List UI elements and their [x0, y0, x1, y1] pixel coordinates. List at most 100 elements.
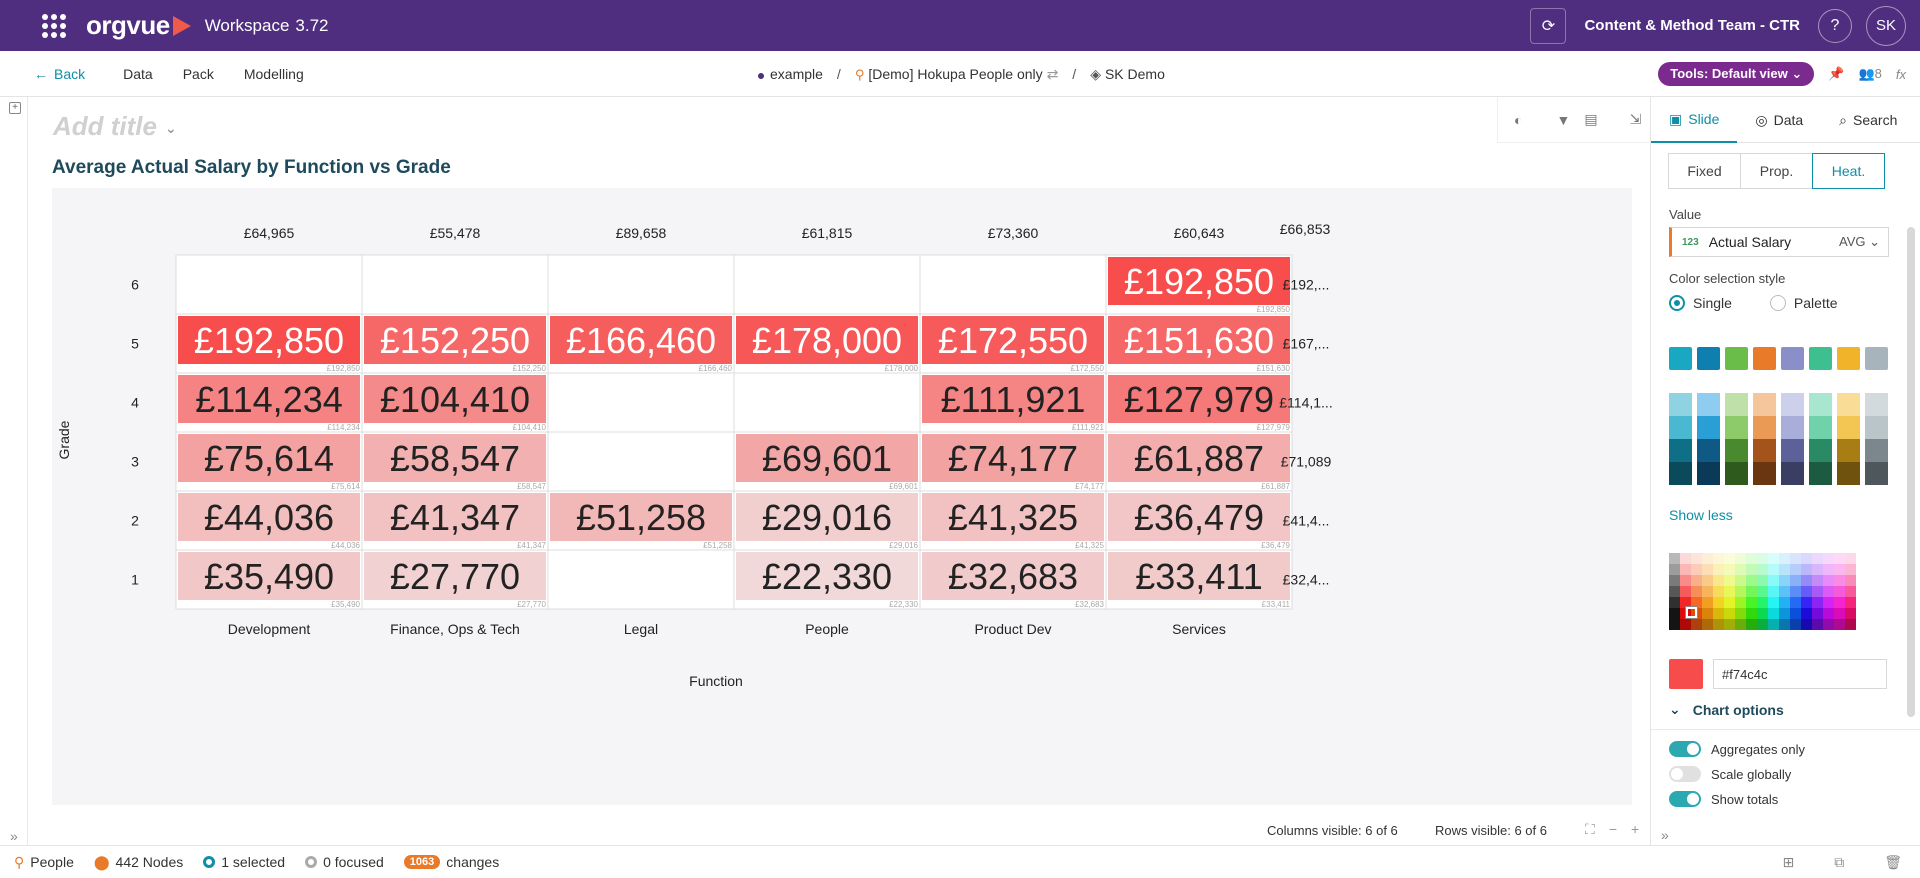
team-name[interactable]: Content & Method Team - CTR	[1584, 17, 1800, 34]
spectrum-cell[interactable]	[1845, 586, 1856, 597]
chevron-down-icon[interactable]: ⌄	[165, 119, 177, 136]
shade-swatch[interactable]	[1669, 439, 1692, 462]
spectrum-cell[interactable]	[1834, 575, 1845, 586]
spectrum-cell[interactable]	[1724, 619, 1735, 630]
spectrum-cell[interactable]	[1768, 619, 1779, 630]
zoom-in-icon[interactable]: +	[1631, 821, 1640, 837]
shade-swatch[interactable]	[1781, 462, 1804, 485]
spectrum-cell[interactable]	[1801, 553, 1812, 564]
app-grid-icon[interactable]	[42, 13, 66, 38]
spectrum-cell[interactable]	[1801, 608, 1812, 619]
spectrum-cell[interactable]	[1768, 575, 1779, 586]
spectrum-cell[interactable]	[1812, 586, 1823, 597]
shade-swatch[interactable]	[1697, 439, 1720, 462]
spectrum-cell[interactable]	[1812, 564, 1823, 575]
spectrum-cell[interactable]	[1823, 575, 1834, 586]
shade-swatch[interactable]	[1753, 462, 1776, 485]
spectrum-cell[interactable]	[1845, 575, 1856, 586]
spectrum-cell[interactable]	[1680, 564, 1691, 575]
comment-icon[interactable]: ▤	[1584, 111, 1598, 127]
shade-swatch[interactable]	[1697, 393, 1720, 416]
spectrum-cell[interactable]	[1680, 575, 1691, 586]
spectrum-cell[interactable]	[1790, 564, 1801, 575]
spectrum-cell[interactable]	[1845, 564, 1856, 575]
spectrum-cell[interactable]	[1669, 586, 1680, 597]
scale-fixed-button[interactable]: Fixed	[1668, 153, 1741, 189]
spectrum-cell[interactable]	[1680, 553, 1691, 564]
spectrum-cell[interactable]	[1790, 619, 1801, 630]
shade-swatch[interactable]	[1809, 393, 1832, 416]
spectrum-cell[interactable]	[1823, 586, 1834, 597]
shade-swatch[interactable]	[1669, 393, 1692, 416]
spectrum-cell[interactable]	[1801, 575, 1812, 586]
user-avatar[interactable]: SK	[1866, 5, 1906, 46]
shade-swatch[interactable]	[1753, 416, 1776, 439]
spectrum-cell[interactable]	[1691, 553, 1702, 564]
selected-color-swatch[interactable]	[1669, 659, 1703, 689]
spectrum-cell[interactable]	[1669, 553, 1680, 564]
shade-swatch[interactable]	[1865, 462, 1888, 485]
spectrum-cell[interactable]	[1790, 597, 1801, 608]
shade-swatch[interactable]	[1725, 462, 1748, 485]
spectrum-cell[interactable]	[1735, 597, 1746, 608]
color-swatch[interactable]	[1809, 347, 1832, 370]
spectrum-cell[interactable]	[1790, 553, 1801, 564]
palette-icon[interactable]: ◐	[1514, 111, 1523, 128]
back-button[interactable]: ← Back	[34, 65, 86, 82]
shade-swatch[interactable]	[1725, 439, 1748, 462]
expand-left-icon[interactable]: »	[10, 828, 18, 844]
spectrum-cell[interactable]	[1823, 564, 1834, 575]
status-people[interactable]: ⚲ People	[14, 853, 74, 871]
spectrum-cell[interactable]	[1812, 553, 1823, 564]
spectrum-cell[interactable]	[1680, 608, 1691, 619]
nav-modelling[interactable]: Modelling	[243, 65, 304, 82]
color-swatch[interactable]	[1781, 347, 1804, 370]
spectrum-cell[interactable]	[1746, 586, 1757, 597]
radio-single[interactable]	[1669, 295, 1685, 311]
spectrum-cell[interactable]	[1845, 619, 1856, 630]
radio-palette[interactable]	[1769, 295, 1786, 311]
spectrum-cell[interactable]	[1757, 564, 1768, 575]
spectrum-cell[interactable]	[1746, 619, 1757, 630]
spectrum-cell[interactable]	[1680, 619, 1691, 630]
scale-prop-button[interactable]: Prop.	[1740, 153, 1813, 189]
fit-screen-icon[interactable]: ⛶	[1585, 821, 1595, 837]
spectrum-cell[interactable]	[1834, 597, 1845, 608]
spectrum-cell[interactable]	[1724, 575, 1735, 586]
spectrum-cell[interactable]	[1823, 597, 1834, 608]
color-spectrum[interactable]	[1669, 553, 1856, 630]
tools-view-dropdown[interactable]: Tools: Default view ⌄	[1658, 62, 1815, 86]
spectrum-cell[interactable]	[1812, 597, 1823, 608]
spectrum-cell[interactable]	[1735, 586, 1746, 597]
spectrum-cell[interactable]	[1702, 586, 1713, 597]
tab-search[interactable]: ⌕ Search	[1839, 111, 1898, 129]
color-swatch[interactable]	[1669, 347, 1692, 370]
spectrum-cell[interactable]	[1724, 608, 1735, 619]
shade-swatch[interactable]	[1697, 416, 1720, 439]
spectrum-cell[interactable]	[1823, 608, 1834, 619]
spectrum-cell[interactable]	[1823, 619, 1834, 630]
spectrum-cell[interactable]	[1746, 597, 1757, 608]
spectrum-cell[interactable]	[1757, 597, 1768, 608]
spectrum-cell[interactable]	[1801, 597, 1812, 608]
color-swatch[interactable]	[1837, 347, 1860, 370]
spectrum-cell[interactable]	[1768, 608, 1779, 619]
spectrum-cell[interactable]	[1790, 608, 1801, 619]
shade-swatch[interactable]	[1669, 416, 1692, 439]
spectrum-cell[interactable]	[1669, 608, 1680, 619]
zoom-out-icon[interactable]: −	[1608, 821, 1617, 837]
scale-heat-button[interactable]: Heat.	[1812, 153, 1885, 189]
add-node-icon[interactable]: ⊞	[1782, 853, 1795, 870]
spectrum-cell[interactable]	[1702, 564, 1713, 575]
spectrum-cell[interactable]	[1680, 586, 1691, 597]
spectrum-cell[interactable]	[1669, 597, 1680, 608]
spectrum-cell[interactable]	[1779, 597, 1790, 608]
spectrum-cell[interactable]	[1812, 608, 1823, 619]
status-selected[interactable]: 1 selected	[203, 854, 285, 870]
spectrum-cell[interactable]	[1779, 586, 1790, 597]
spectrum-cell[interactable]	[1746, 608, 1757, 619]
tab-slide[interactable]: ▣ Slide	[1651, 97, 1738, 143]
spectrum-cell[interactable]	[1834, 608, 1845, 619]
spectrum-cell[interactable]	[1691, 597, 1702, 608]
spectrum-cell[interactable]	[1724, 553, 1735, 564]
